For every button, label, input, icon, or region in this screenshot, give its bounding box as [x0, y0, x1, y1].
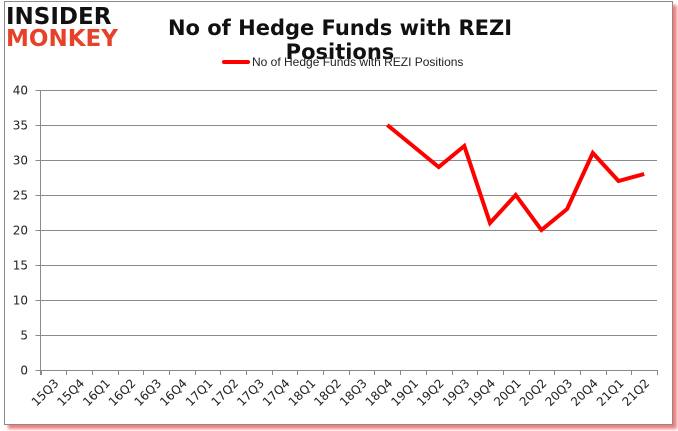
- x-tick-label: 16Q1: [80, 376, 113, 409]
- x-tick-label: 20Q3: [542, 376, 575, 409]
- logo-line-2: MONKEY: [6, 26, 118, 52]
- x-tick-label: 17Q2: [208, 376, 241, 409]
- x-tick-label: 19Q1: [388, 376, 421, 409]
- y-tick-label: 10: [13, 294, 28, 308]
- chart-title: No of Hedge Funds with REZI Positions: [167, 16, 513, 64]
- logo-line-1: INSIDER: [6, 4, 112, 30]
- x-tick-label: 15Q4: [54, 376, 87, 409]
- legend-line-swatch-icon: [222, 60, 250, 64]
- series-line: [386, 123, 645, 233]
- x-tick-label: 18Q3: [337, 376, 370, 409]
- x-tick-label: 16Q4: [157, 376, 190, 409]
- insider-monkey-logo: INSIDER MONKEY: [6, 4, 118, 52]
- y-tick-label: 5: [20, 329, 28, 343]
- y-tick-label: 0: [20, 364, 28, 378]
- x-tick-label: 19Q3: [440, 376, 473, 409]
- x-tick-label: 20Q2: [517, 376, 550, 409]
- x-tick-label: 18Q2: [311, 376, 344, 409]
- x-tick-label: 21Q2: [619, 376, 652, 409]
- y-tick-label: 30: [13, 154, 28, 168]
- x-tick-label: 20Q4: [568, 376, 601, 409]
- x-tick-label: 19Q4: [465, 376, 498, 409]
- x-tick-label: 18Q4: [363, 376, 396, 409]
- x-tick-label: 20Q1: [491, 376, 524, 409]
- x-tick-label: 16Q3: [131, 376, 164, 409]
- y-tick-label: 40: [13, 84, 28, 98]
- x-tick-label: 18Q1: [286, 376, 319, 409]
- x-tick-label: 17Q3: [234, 376, 267, 409]
- x-tick-label: 21Q1: [594, 376, 627, 409]
- y-tick-label: 25: [13, 189, 28, 203]
- x-tick-label: 16Q2: [106, 376, 139, 409]
- x-tick-label: 15Q3: [29, 376, 62, 409]
- legend-label: No of Hedge Funds with REZI Positions: [252, 55, 464, 69]
- y-tick-label: 15: [13, 259, 28, 273]
- x-tick-label: 17Q4: [260, 376, 293, 409]
- x-tick-label: 19Q2: [414, 376, 447, 409]
- y-tick-label: 20: [13, 224, 28, 238]
- x-tick-label: 17Q1: [183, 376, 216, 409]
- y-tick-label: 35: [13, 119, 28, 133]
- chart-legend: No of Hedge Funds with REZI Positions: [222, 55, 463, 69]
